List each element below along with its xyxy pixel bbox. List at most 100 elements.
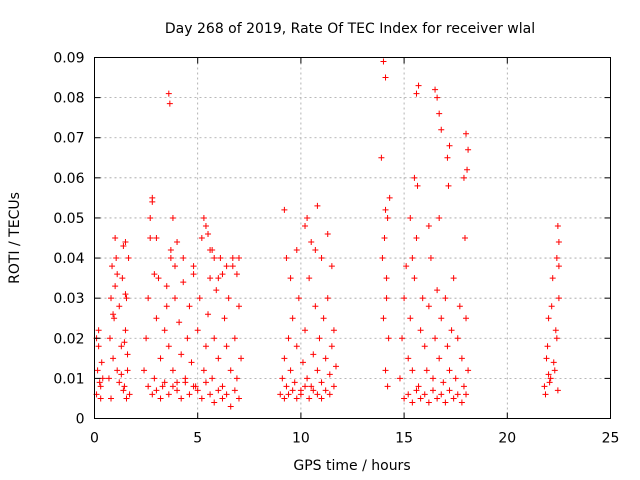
data-point (149, 391, 156, 398)
data-point (461, 235, 468, 241)
data-point (198, 395, 205, 402)
data-point (460, 174, 467, 181)
data-point (383, 275, 390, 282)
data-point (312, 303, 319, 310)
data-point (421, 391, 428, 398)
data-point (114, 367, 121, 374)
data-point (379, 255, 386, 262)
data-point (411, 174, 418, 181)
data-point (157, 355, 164, 362)
data-point (120, 387, 127, 394)
data-point (445, 182, 452, 189)
data-point (113, 255, 120, 262)
data-point (547, 375, 554, 382)
data-point (285, 391, 292, 398)
data-point (233, 375, 240, 382)
data-point (330, 383, 337, 390)
data-point (396, 375, 403, 382)
data-point (200, 214, 207, 221)
data-point (429, 375, 436, 382)
y-tick-label: 0.05 (53, 211, 84, 227)
data-point (545, 315, 552, 322)
data-point (112, 235, 119, 241)
data-point (314, 367, 321, 374)
data-point (119, 275, 126, 282)
data-point (161, 327, 168, 334)
data-point (405, 355, 412, 362)
data-point (436, 355, 443, 362)
data-point (450, 275, 457, 282)
data-point (118, 371, 125, 378)
data-point (444, 154, 451, 161)
data-point (293, 395, 300, 402)
data-point (178, 395, 185, 402)
data-point (440, 379, 447, 386)
data-point (221, 315, 228, 322)
data-point (380, 315, 387, 322)
data-point (151, 271, 158, 278)
data-point (413, 90, 420, 97)
data-point (171, 295, 178, 302)
data-point (211, 255, 218, 262)
data-point (425, 399, 432, 406)
data-point (180, 255, 187, 262)
data-point (231, 335, 238, 342)
data-point (151, 375, 158, 382)
data-point (302, 327, 309, 334)
x-tick-label: 0 (90, 431, 99, 447)
data-point (229, 255, 236, 262)
data-point (287, 367, 294, 374)
data-point (145, 383, 152, 390)
data-point (446, 142, 453, 149)
data-point (106, 335, 113, 342)
data-point (464, 166, 471, 173)
data-point (417, 395, 424, 402)
data-point (297, 391, 304, 398)
data-point (409, 255, 416, 262)
data-point (555, 263, 562, 270)
data-point (322, 355, 329, 362)
data-point (324, 230, 331, 237)
data-point (399, 335, 406, 342)
data-point (165, 343, 172, 350)
data-point (207, 391, 214, 398)
data-point (186, 391, 193, 398)
data-point (235, 395, 242, 402)
data-point (169, 383, 176, 390)
data-point (385, 335, 392, 342)
data-point (114, 271, 121, 278)
data-point (116, 303, 123, 310)
data-point (121, 383, 128, 390)
data-point (147, 214, 154, 221)
chart-title: Day 268 of 2019, Rate Of TEC Index for r… (165, 21, 535, 37)
data-point (434, 94, 441, 101)
data-point (182, 379, 189, 386)
data-point (542, 391, 549, 398)
data-point (289, 315, 296, 322)
data-point (205, 311, 212, 318)
data-point (314, 391, 321, 398)
x-tick-labels: 0 5 10 15 20 25 (90, 431, 619, 447)
data-point (308, 239, 315, 246)
data-point (384, 214, 391, 221)
data-point (554, 387, 561, 394)
data-point (153, 235, 160, 241)
data-point (320, 315, 327, 322)
data-point (174, 387, 181, 394)
data-point (444, 343, 451, 350)
data-point (310, 387, 317, 394)
data-point (178, 351, 185, 358)
data-point (96, 379, 103, 386)
data-point (289, 387, 296, 394)
data-point (283, 383, 290, 390)
data-point (211, 335, 218, 342)
data-point (121, 339, 128, 346)
data-point (108, 395, 115, 402)
data-point (448, 327, 455, 334)
data-point (143, 335, 150, 342)
data-point (405, 391, 412, 398)
data-point (171, 263, 178, 270)
data-point (380, 58, 387, 65)
data-point (161, 379, 168, 386)
